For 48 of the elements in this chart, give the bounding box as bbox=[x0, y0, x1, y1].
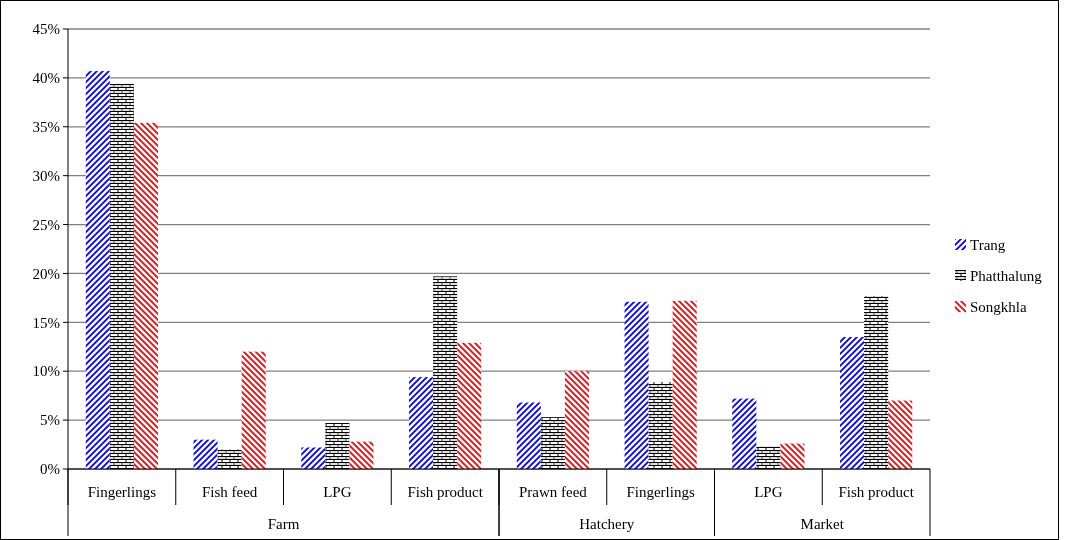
y-tick-label: 5% bbox=[40, 412, 60, 429]
legend-label: Songkhla bbox=[970, 299, 1028, 316]
x-tick-label: Fish feed bbox=[201, 484, 258, 500]
bar bbox=[732, 398, 757, 469]
x-tick-label: Fish product bbox=[407, 484, 484, 500]
bar bbox=[457, 342, 482, 469]
y-tick-label: 0% bbox=[40, 461, 60, 478]
text: Farm bbox=[267, 516, 300, 532]
bar bbox=[888, 400, 913, 469]
legend-label: Phatthalung bbox=[970, 268, 1043, 285]
bar bbox=[325, 423, 350, 469]
x-tick-label: Fingerlings bbox=[87, 484, 157, 500]
bar bbox=[349, 441, 374, 469]
bar bbox=[864, 295, 889, 469]
bar bbox=[516, 402, 541, 469]
y-tick-label: 15% bbox=[32, 314, 60, 331]
bar bbox=[301, 447, 326, 469]
x-tick-label: Fingerlings bbox=[626, 484, 695, 500]
y-tick-label: 45% bbox=[32, 21, 60, 38]
y-tick-label: 30% bbox=[32, 167, 60, 184]
bar bbox=[109, 83, 134, 469]
bar bbox=[241, 351, 266, 469]
bar bbox=[217, 449, 242, 469]
bar bbox=[756, 446, 781, 469]
y-tick-label: 35% bbox=[32, 119, 60, 136]
bar bbox=[540, 417, 565, 469]
x-tick-label: LPG bbox=[754, 484, 783, 500]
bar bbox=[433, 276, 458, 469]
legend-label: Trang bbox=[970, 237, 1006, 254]
x-tick-label: LPG bbox=[323, 484, 352, 500]
bar bbox=[193, 439, 218, 469]
y-tick-label: 25% bbox=[32, 216, 60, 233]
bar bbox=[780, 443, 805, 469]
y-tick-label: 20% bbox=[32, 265, 60, 282]
x-tick-label: Fish product bbox=[838, 484, 915, 500]
text: Market bbox=[800, 516, 845, 532]
bar bbox=[624, 301, 649, 469]
bar bbox=[133, 122, 158, 469]
x-tick-label: Prawn feed bbox=[518, 484, 588, 500]
y-tick-label: 10% bbox=[32, 363, 60, 380]
text: Hatchery bbox=[579, 516, 635, 532]
bar bbox=[85, 71, 110, 469]
bar bbox=[409, 377, 434, 469]
bar bbox=[648, 381, 673, 469]
bar bbox=[840, 337, 865, 469]
y-tick-label: 40% bbox=[32, 70, 60, 87]
bar bbox=[672, 300, 697, 469]
bar bbox=[564, 371, 589, 469]
